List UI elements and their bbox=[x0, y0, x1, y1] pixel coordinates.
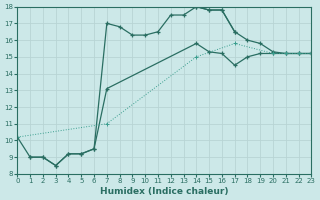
X-axis label: Humidex (Indice chaleur): Humidex (Indice chaleur) bbox=[100, 187, 228, 196]
